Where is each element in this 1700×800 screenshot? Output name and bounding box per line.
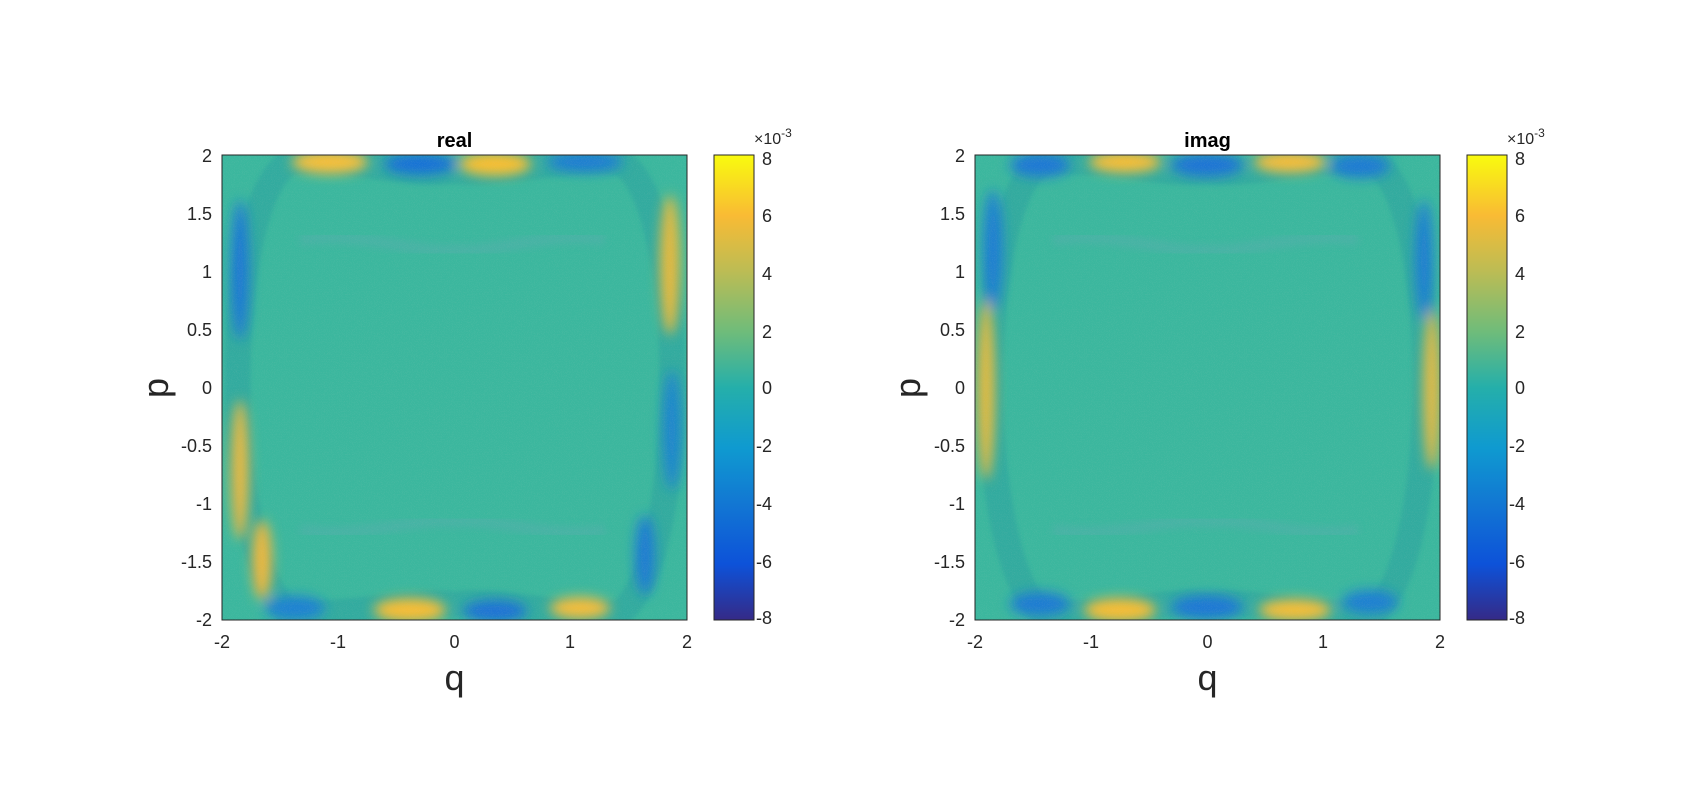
colorbar-tick-label: 2 bbox=[762, 322, 772, 342]
axes-box-imag bbox=[974, 154, 1441, 621]
plot-title-real: real bbox=[437, 130, 473, 152]
colorbar-tick-label: 0 bbox=[1515, 378, 1525, 398]
colorbar-tick-label: -8 bbox=[756, 608, 772, 628]
colorbar-tick-label: 4 bbox=[762, 264, 772, 284]
panel-imag: imag bbox=[887, 126, 1545, 698]
heatmap-imag bbox=[975, 155, 1440, 620]
colorbar-tick-label: -2 bbox=[1509, 436, 1525, 456]
colorbar-tick-label: -4 bbox=[1509, 494, 1525, 514]
y-ticks-real: 2 1.5 1 0.5 0 -0.5 -1 -1.5 -2 bbox=[181, 146, 212, 630]
x-tick-label: 0 bbox=[1202, 632, 1212, 652]
x-ticks-real: -2 -1 0 1 2 bbox=[214, 632, 692, 652]
colorbar-tick-label: -6 bbox=[1509, 552, 1525, 572]
y-tick-label: 0.5 bbox=[940, 320, 965, 340]
colorbar-ticks-real: 8 6 4 2 0 -2 -4 -6 -8 bbox=[756, 149, 772, 628]
y-tick-label: -2 bbox=[196, 610, 212, 630]
y-tick-label: -0.5 bbox=[181, 436, 212, 456]
x-axis-label-real: q bbox=[444, 657, 464, 698]
y-tick-label: -1 bbox=[196, 494, 212, 514]
colorbar-tick-label: 6 bbox=[762, 206, 772, 226]
y-tick-label: -2 bbox=[949, 610, 965, 630]
x-axis-label-imag: q bbox=[1197, 657, 1217, 698]
y-tick-label: 0 bbox=[955, 378, 965, 398]
colorbar-tick-label: 6 bbox=[1515, 206, 1525, 226]
colorbar-tick-label: 8 bbox=[1515, 149, 1525, 169]
x-tick-label: 0 bbox=[449, 632, 459, 652]
y-tick-label: -0.5 bbox=[934, 436, 965, 456]
y-tick-label: 1.5 bbox=[940, 204, 965, 224]
axes-box-real bbox=[221, 154, 688, 621]
x-tick-label: -1 bbox=[1083, 632, 1099, 652]
y-axis-label-imag: p bbox=[887, 378, 928, 398]
y-tick-label: 1 bbox=[202, 262, 212, 282]
y-tick-label: -1.5 bbox=[181, 552, 212, 572]
colorbar-tick-label: 4 bbox=[1515, 264, 1525, 284]
colorbar-tick-label: -4 bbox=[756, 494, 772, 514]
y-tick-label: -1 bbox=[949, 494, 965, 514]
x-tick-label: -2 bbox=[214, 632, 230, 652]
x-tick-label: 2 bbox=[682, 632, 692, 652]
colorbar-real bbox=[713, 154, 755, 621]
colorbar-tick-label: -2 bbox=[756, 436, 772, 456]
x-tick-label: -2 bbox=[967, 632, 983, 652]
y-tick-label: 1.5 bbox=[187, 204, 212, 224]
colorbar-tick-label: -6 bbox=[756, 552, 772, 572]
plot-title-imag: imag bbox=[1184, 130, 1231, 152]
colorbar-tick-label: 0 bbox=[762, 378, 772, 398]
colorbar-multiplier-imag: ×10-3 bbox=[1507, 126, 1545, 148]
panel-real: real bbox=[135, 126, 792, 698]
y-tick-label: 2 bbox=[202, 146, 212, 166]
colorbar-tick-label: -8 bbox=[1509, 608, 1525, 628]
colorbar-tick-label: 8 bbox=[762, 149, 772, 169]
heatmap-real bbox=[222, 155, 687, 620]
x-ticks-imag: -2 -1 0 1 2 bbox=[967, 632, 1445, 652]
y-tick-label: 2 bbox=[955, 146, 965, 166]
colorbar-multiplier-real: ×10-3 bbox=[754, 126, 792, 148]
colorbar-imag bbox=[1466, 154, 1508, 621]
y-tick-label: 0 bbox=[202, 378, 212, 398]
x-tick-label: 1 bbox=[565, 632, 575, 652]
colorbar-ticks-imag: 8 6 4 2 0 -2 -4 -6 -8 bbox=[1509, 149, 1525, 628]
y-ticks-imag: 2 1.5 1 0.5 0 -0.5 -1 -1.5 -2 bbox=[934, 146, 965, 630]
y-axis-label-real: p bbox=[135, 378, 176, 398]
x-tick-label: 2 bbox=[1435, 632, 1445, 652]
y-tick-label: -1.5 bbox=[934, 552, 965, 572]
x-tick-label: -1 bbox=[330, 632, 346, 652]
y-tick-label: 1 bbox=[955, 262, 965, 282]
colorbar-tick-label: 2 bbox=[1515, 322, 1525, 342]
x-tick-label: 1 bbox=[1318, 632, 1328, 652]
y-tick-label: 0.5 bbox=[187, 320, 212, 340]
